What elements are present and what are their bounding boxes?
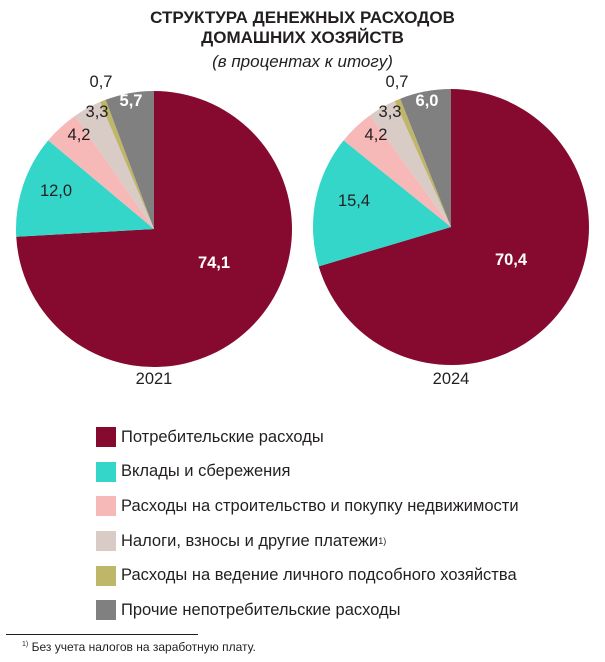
pie-slice-2024-2 xyxy=(343,115,451,227)
data-label-2021-5: 5,7 xyxy=(120,92,143,110)
legend-label: Налоги, взносы и другие платежи xyxy=(121,531,379,550)
data-label-2024-0: 70,4 xyxy=(495,251,528,269)
chart-title-line1: СТРУКТУРА ДЕНЕЖНЫХ РАСХОДОВ xyxy=(150,8,455,27)
legend-item: Налоги, взносы и другие платежи 1) xyxy=(96,524,519,559)
footnote-divider xyxy=(6,634,198,635)
legend-swatch xyxy=(96,600,116,621)
legend-label: Прочие непотребительские расходы xyxy=(121,600,401,619)
data-label-2021-3: 3,3 xyxy=(86,103,109,121)
pie-charts: 74,1 12,0 4,2 3,3 0,7 5,7 2021 70,4 15,4 4,2 3,3 0,… xyxy=(16,73,589,388)
chart-title-line2: ДОМАШНИХ ХОЗЯЙСТВ xyxy=(201,28,404,47)
legend-item: Прочие непотребительские расходы xyxy=(96,593,519,628)
pie-slice-2021-3 xyxy=(75,102,154,229)
data-label-2024-2: 4,2 xyxy=(365,126,388,144)
legend-item: Вклады и сбережения xyxy=(96,455,519,490)
pie-year-label-2021: 2021 xyxy=(136,370,173,388)
pie-slice-2021-0 xyxy=(16,91,293,367)
data-label-2024-3: 3,3 xyxy=(379,103,402,121)
data-label-2024-5: 6,0 xyxy=(416,92,439,110)
legend-swatch xyxy=(96,461,116,482)
pie-slice-2021-4 xyxy=(99,99,154,229)
data-label-2021-1: 12,0 xyxy=(40,182,72,200)
pie-slice-2024-1 xyxy=(313,140,451,267)
legend-item: Расходы на ведение личного подсобного хо… xyxy=(96,558,519,593)
pie-slice-2021-5 xyxy=(105,91,154,229)
legend-item: Потребительские расходы xyxy=(96,420,519,455)
footnote-text: Без учета налогов на заработную плату. xyxy=(31,640,256,654)
legend-footnote-mark: 1) xyxy=(378,536,387,547)
data-label-2024-4: 0,7 xyxy=(386,73,409,91)
pie-slice-2024-5 xyxy=(400,89,451,227)
legend-label: Вклады и сбережения xyxy=(121,462,291,481)
legend-item: Расходы на строительство и покупку недви… xyxy=(96,489,519,524)
data-label-2021-4: 0,7 xyxy=(90,73,113,91)
legend-swatch xyxy=(96,496,116,517)
pie-slice-2021-2 xyxy=(48,115,154,229)
footnote-mark: 1) xyxy=(22,641,29,648)
pie-slice-2024-4 xyxy=(394,98,451,227)
pie-slice-2024-3 xyxy=(369,101,451,227)
footnote: 1) Без учета налогов на заработную плату… xyxy=(22,640,256,654)
pie-slice-2024-0 xyxy=(318,89,589,365)
legend: Потребительские расходы Вклады и сбережен… xyxy=(96,420,519,628)
legend-label: Расходы на ведение личного подсобного хо… xyxy=(121,566,517,585)
pie-year-label-2024: 2024 xyxy=(433,370,470,388)
data-label-2021-0: 74,1 xyxy=(198,254,230,272)
legend-label: Потребительские расходы xyxy=(121,427,324,446)
data-label-2021-2: 4,2 xyxy=(68,126,91,144)
data-label-2024-1: 15,4 xyxy=(338,192,370,210)
legend-label: Расходы на строительство и покупку недви… xyxy=(121,496,519,515)
legend-swatch xyxy=(96,427,116,448)
legend-swatch xyxy=(96,565,116,586)
legend-swatch xyxy=(96,531,116,552)
pie-slice-2021-1 xyxy=(16,140,154,237)
chart-subtitle: (в процентах к итогу) xyxy=(212,52,393,71)
